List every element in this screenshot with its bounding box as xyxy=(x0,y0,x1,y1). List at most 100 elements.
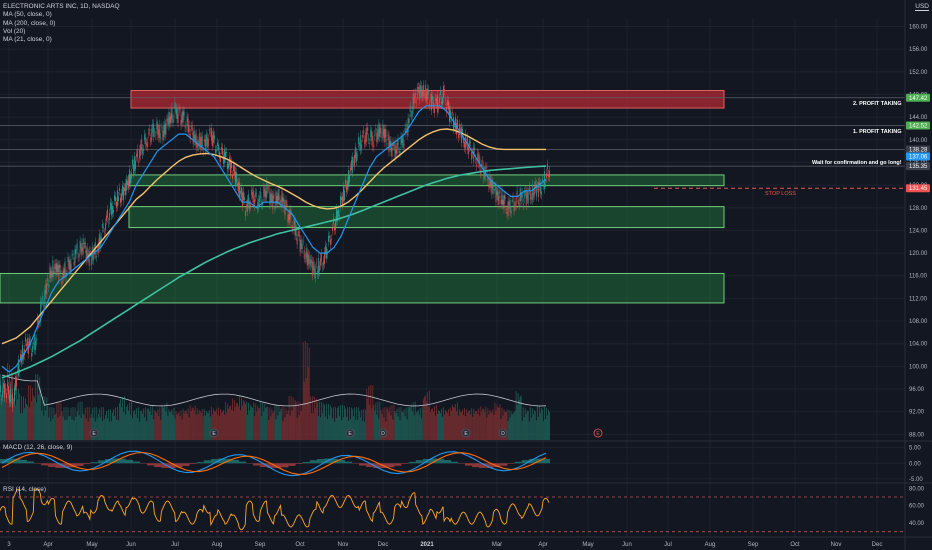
volume-bar xyxy=(123,412,124,440)
macd-histogram-bar xyxy=(125,458,126,464)
y-axis-tick-label[interactable]: 88.00 xyxy=(909,432,925,438)
volume-bar xyxy=(493,414,495,440)
earnings-marker[interactable]: E xyxy=(209,428,219,438)
volume-bar xyxy=(437,413,438,440)
macd-histogram-bar xyxy=(243,461,244,464)
earnings-marker[interactable]: E xyxy=(461,428,471,438)
indicator-ma21[interactable]: MA (21, close, 0) xyxy=(3,36,52,44)
y-axis-tick-label[interactable]: 120.00 xyxy=(909,251,928,257)
candle-body xyxy=(87,253,89,258)
candle-body xyxy=(271,193,273,203)
macd-histogram-bar xyxy=(306,461,308,464)
y-axis-tick-label[interactable]: 96.00 xyxy=(909,387,925,393)
candle-body xyxy=(138,162,140,163)
volume-bar xyxy=(244,401,246,440)
earnings-marker[interactable]: E xyxy=(345,428,355,438)
x-axis-tick-label[interactable]: 3 xyxy=(7,542,11,548)
macd-histogram-bar xyxy=(182,463,184,466)
macd-histogram-bar xyxy=(42,463,44,466)
earnings-marker[interactable]: E xyxy=(89,428,99,438)
volume-bar xyxy=(253,402,255,440)
y-axis-tick-label[interactable]: 128.00 xyxy=(909,206,928,212)
volume-bar xyxy=(100,407,102,440)
candle-body xyxy=(368,138,370,140)
y-axis-tick-label[interactable]: 144.00 xyxy=(909,115,928,121)
volume-bar xyxy=(377,401,379,440)
y-axis-tick-label[interactable]: 152.00 xyxy=(909,70,928,76)
x-axis-tick-label[interactable]: Apr xyxy=(43,542,52,548)
x-axis-tick-label[interactable]: Aug xyxy=(212,542,223,548)
candle-body xyxy=(494,186,496,187)
candle-body xyxy=(445,99,446,101)
x-axis-tick-label[interactable]: Dec xyxy=(378,542,389,548)
x-axis-tick-label[interactable]: Jun xyxy=(622,542,632,548)
macd-histogram-bar xyxy=(123,458,124,464)
y-axis-tick-label[interactable]: 160.00 xyxy=(909,24,928,30)
y-axis-tick-label[interactable]: 92.00 xyxy=(909,410,925,416)
x-axis-tick-label[interactable]: Sep xyxy=(255,542,266,548)
x-axis-tick-label[interactable]: Mar xyxy=(492,542,502,548)
candle-body xyxy=(177,114,179,123)
y-axis-tick-label[interactable]: 156.00 xyxy=(909,47,928,53)
macd-histogram-bar xyxy=(387,463,389,468)
candle-body xyxy=(130,175,131,184)
y-axis-tick-label[interactable]: 100.00 xyxy=(909,364,928,370)
x-axis-tick-label[interactable]: May xyxy=(582,542,593,548)
earnings-marker[interactable]: E xyxy=(593,428,603,438)
x-axis-tick-label[interactable]: Nov xyxy=(338,542,349,548)
x-axis-tick-label[interactable]: Sep xyxy=(748,542,759,548)
macd-histogram-bar xyxy=(510,463,512,464)
volume-bar xyxy=(434,415,436,440)
y-axis-tick-label[interactable]: 104.00 xyxy=(909,342,928,348)
macd-histogram-bar xyxy=(103,460,105,464)
y-axis-tick-label[interactable]: 112.00 xyxy=(909,296,928,302)
volume-bar xyxy=(487,408,489,440)
macd-pane-label[interactable]: MACD (12, 26, close, 9) xyxy=(3,444,73,451)
candle-body xyxy=(492,182,494,190)
volume-bar xyxy=(263,411,265,440)
candle-body xyxy=(4,383,5,398)
y-axis-tick-label[interactable]: 124.00 xyxy=(909,228,928,234)
candle-body xyxy=(40,300,42,323)
volume-bar xyxy=(299,402,301,440)
x-axis-tick-label[interactable]: Aug xyxy=(705,542,716,548)
volume-bar xyxy=(485,406,487,440)
x-axis-tick-label[interactable]: 2021 xyxy=(420,542,434,548)
x-axis-tick-label[interactable]: Jul xyxy=(171,542,179,548)
candle-body xyxy=(158,128,160,139)
candle-body xyxy=(427,89,429,95)
volume-bar xyxy=(538,405,540,440)
x-axis-tick-label[interactable]: Jul xyxy=(664,542,672,548)
indicator-ma50[interactable]: MA (50, close, 0) xyxy=(3,11,52,19)
macd-histogram-bar xyxy=(455,461,456,464)
x-axis-tick-label[interactable]: Oct xyxy=(790,542,800,548)
macd-histogram-bar xyxy=(162,463,164,468)
macd-histogram-bar xyxy=(129,459,130,464)
candle-body xyxy=(125,183,126,196)
x-axis-tick-label[interactable]: May xyxy=(86,542,97,548)
rsi-pane-label[interactable]: RSI (14, close) xyxy=(3,486,46,493)
volume-bar xyxy=(494,402,496,440)
x-axis-tick-label[interactable]: Nov xyxy=(831,542,842,548)
macd-histogram-bar xyxy=(349,461,350,464)
volume-bar xyxy=(268,420,270,440)
x-axis-tick-label[interactable]: Jun xyxy=(126,542,136,548)
y-axis-tick-label[interactable]: 108.00 xyxy=(909,319,928,325)
indicator-vol[interactable]: Vol (20) xyxy=(3,27,26,35)
earnings-marker[interactable]: D xyxy=(378,428,388,438)
currency-label[interactable]: USD xyxy=(915,3,929,11)
y-axis-tick-label[interactable]: 116.00 xyxy=(909,274,928,280)
candle-body xyxy=(497,188,499,201)
candle-body xyxy=(399,151,401,154)
earnings-marker[interactable]: D xyxy=(498,428,508,438)
indicator-ma200[interactable]: MA (200, close, 0) xyxy=(3,19,56,27)
x-axis-tick-label[interactable]: Apr xyxy=(538,542,547,548)
symbol-title[interactable]: ELECTRONIC ARTS INC, 1D, NASDAQ xyxy=(3,3,120,10)
x-axis-tick-label[interactable]: Dec xyxy=(872,542,883,548)
macd-histogram-bar xyxy=(315,460,317,464)
volume-bar xyxy=(490,411,492,440)
x-axis-tick-label[interactable]: Oct xyxy=(295,542,305,548)
y-axis-tick-label[interactable]: 140.00 xyxy=(909,138,928,144)
